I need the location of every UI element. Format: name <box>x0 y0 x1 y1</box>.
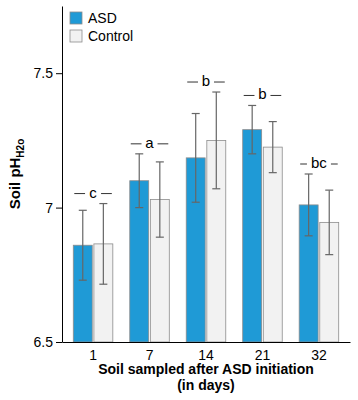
axis-line <box>63 342 351 343</box>
y-axis: 6.5 7 7.5 <box>34 7 63 350</box>
chart: 6.577.517142132cabbbcASDControlSoil pHH2… <box>0 0 358 400</box>
bracket <box>300 164 307 165</box>
error-cap <box>156 237 164 238</box>
error-line <box>139 154 140 208</box>
axis-line <box>62 7 63 343</box>
series <box>94 92 339 342</box>
y-tick: 7 <box>45 200 62 216</box>
error-bar <box>156 162 164 237</box>
error-bar <box>248 105 256 153</box>
error-cap <box>269 172 277 173</box>
bracket <box>101 193 112 194</box>
legend: ASD Control <box>70 10 133 44</box>
error-line <box>103 204 104 285</box>
error-cap <box>325 254 333 255</box>
tick-mark <box>56 73 62 74</box>
plot: 6.577.517142132cabbbcASDControl <box>34 7 351 364</box>
error-bar <box>192 114 200 203</box>
legend-item: ASD <box>70 10 117 26</box>
series <box>73 105 318 342</box>
annotation: b <box>258 85 266 102</box>
y-tick: 7.5 <box>34 65 62 81</box>
error-line <box>195 114 196 203</box>
annotation: a <box>145 134 154 151</box>
tick-label: 7.5 <box>34 65 54 81</box>
tick-label: 1 <box>89 347 97 363</box>
annotation: c <box>89 184 97 201</box>
error-cap <box>192 202 200 203</box>
error-cap <box>156 161 164 162</box>
tick-label: 7 <box>45 200 53 216</box>
x-tick: 1 <box>89 342 97 363</box>
error-cap <box>212 91 220 92</box>
error-cap <box>135 153 143 154</box>
bracket <box>244 95 255 96</box>
y-tick: 6.5 <box>34 334 62 350</box>
error-bar <box>305 174 313 236</box>
legend-item: Control <box>70 28 133 44</box>
error-cap <box>325 190 333 191</box>
tick-mark <box>56 342 62 343</box>
bracket <box>74 193 85 194</box>
legend-label: ASD <box>88 10 117 26</box>
error-bar <box>269 122 277 173</box>
y-axis-title: Soil pHH2o <box>6 139 26 210</box>
error-cap <box>135 207 143 208</box>
error-cap <box>192 113 200 114</box>
tick-label: 6.5 <box>34 334 54 350</box>
error-cap <box>248 105 256 106</box>
bracket <box>187 82 198 83</box>
error-line <box>252 105 253 153</box>
error-cap <box>269 121 277 122</box>
error-line <box>216 92 217 189</box>
error-cap <box>99 203 107 204</box>
error-cap <box>248 153 256 154</box>
bracket <box>331 164 338 165</box>
error-line <box>82 210 83 280</box>
legend-swatch <box>70 30 82 42</box>
error-bar <box>325 190 333 255</box>
error-bar <box>212 92 220 189</box>
bracket <box>131 143 142 144</box>
error-cap <box>79 280 87 281</box>
annotations: c a b b bc <box>74 72 337 201</box>
error-line <box>159 162 160 237</box>
y-axis-title-main: Soil pH <box>6 158 23 210</box>
error-cap <box>99 284 107 285</box>
legend-label: Control <box>88 28 133 44</box>
x-axis-title: Soil sampled after ASD initiation(in day… <box>98 361 314 393</box>
bracket <box>270 95 281 96</box>
error-line <box>329 190 330 255</box>
error-cap <box>305 173 313 174</box>
error-line <box>308 174 309 236</box>
x-axis-title-line: (in days) <box>177 377 235 393</box>
error-cap <box>212 188 220 189</box>
marks <box>73 92 338 342</box>
bracket <box>214 82 225 83</box>
annotation: b <box>202 72 210 89</box>
bracket <box>158 143 169 144</box>
error-line <box>272 122 273 173</box>
error-bar <box>135 154 143 208</box>
bar <box>263 147 282 342</box>
error-bar <box>99 204 107 285</box>
tick-mark <box>56 208 62 209</box>
x-axis-title-line: Soil sampled after ASD initiation <box>98 361 314 377</box>
y-axis-title-sub: H2o <box>15 139 26 158</box>
legend-swatch <box>70 12 82 24</box>
error-cap <box>79 210 87 211</box>
error-bar <box>79 210 87 280</box>
error-cap <box>305 235 313 236</box>
annotation: bc <box>311 154 327 171</box>
bar <box>243 130 262 342</box>
